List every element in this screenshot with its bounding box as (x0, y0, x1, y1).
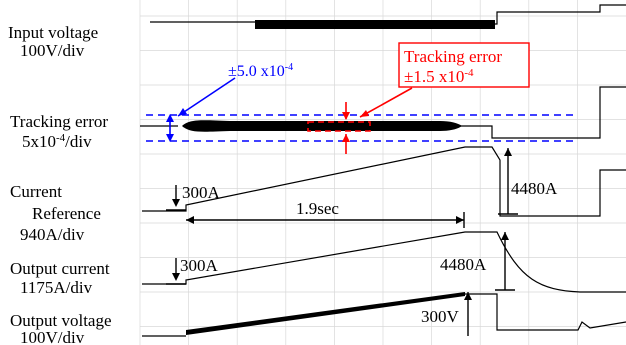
output-voltage-label: Output voltage (10, 311, 112, 330)
tracking-error-trace-flat (140, 86, 626, 139)
channel-labels: Input voltage 100V/div Tracking error 5x… (8, 23, 112, 345)
traces (140, 4, 626, 337)
tracking-error-scale: 5x10-4/div (22, 132, 92, 151)
error-label-line2: ±1.5 x10-4 (404, 67, 474, 86)
output-voltage-trace (142, 293, 626, 337)
error-label-line1: Tracking error (404, 47, 502, 66)
output-current-label: Output current (10, 259, 110, 278)
ramp-duration-label: 1.9sec (296, 199, 339, 218)
annotation-labels: ±5.0 x10-4 Tracking error ±1.5 x10-4 300… (180, 47, 558, 326)
error-label-pointer (359, 87, 413, 118)
output-voltage-trace-band (186, 292, 465, 335)
out-peak-label: 4480A (440, 255, 487, 274)
band-arrow (166, 77, 236, 142)
input-voltage-scale: 100V/div (20, 41, 85, 60)
current-reference-scale: 940A/div (20, 225, 85, 244)
output-current-trace (142, 231, 626, 293)
input-voltage-trace (150, 4, 626, 25)
tracking-error-trace-band (182, 120, 462, 132)
tracking-error-label: Tracking error (10, 112, 108, 131)
current-label: Current (10, 182, 62, 201)
grid (139, 0, 626, 345)
band-label-pointer (177, 77, 236, 117)
ref-peak-label: 4480A (511, 179, 558, 198)
input-voltage-label: Input voltage (8, 23, 98, 42)
band-label: ±5.0 x10-4 (228, 62, 293, 80)
ref-step-label: 300A (182, 183, 221, 202)
annotation-arrows (166, 148, 518, 336)
voltage-step-label: 300V (421, 307, 460, 326)
output-current-scale: 1175A/div (20, 278, 93, 297)
error-box (307, 42, 530, 154)
error-box-rect (307, 121, 371, 132)
reference-label: Reference (32, 204, 101, 223)
input-voltage-trace-band (255, 20, 495, 29)
out-step-label: 300A (180, 256, 219, 275)
output-voltage-scale: 100V/div (20, 328, 85, 345)
error-label-box (398, 42, 530, 88)
current-reference-trace (142, 146, 626, 217)
